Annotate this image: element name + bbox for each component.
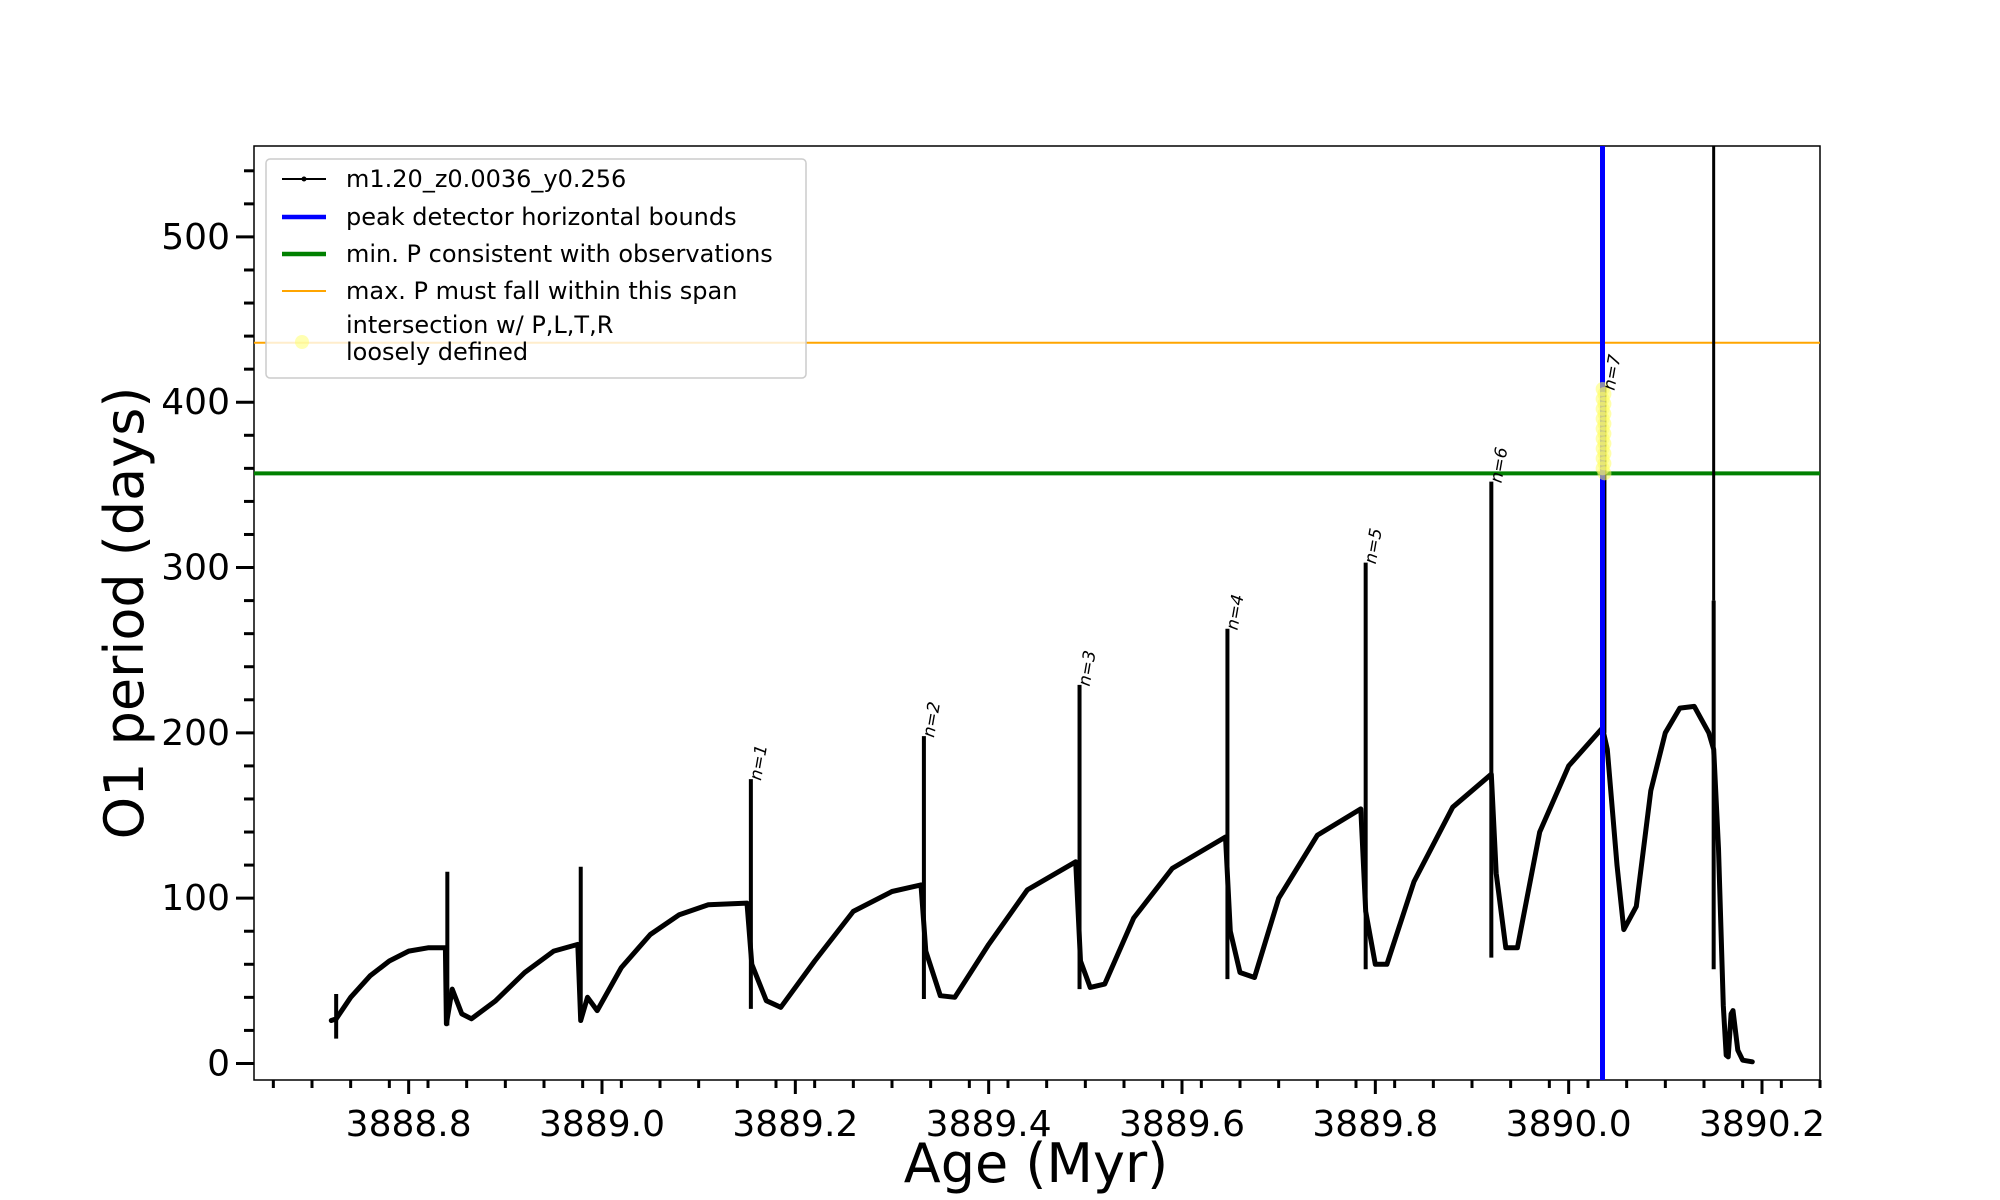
legend-box bbox=[265, 158, 807, 379]
y-tick-label: 200 bbox=[161, 713, 230, 754]
period-curve bbox=[328, 703, 1755, 1065]
x-tick-label: 3889.8 bbox=[1312, 1104, 1438, 1145]
y-tick-label: 400 bbox=[161, 382, 230, 423]
y-tick-label: 300 bbox=[161, 548, 230, 589]
x-tick-label: 3888.8 bbox=[346, 1104, 472, 1145]
x-tick-label: 3890.0 bbox=[1506, 1104, 1632, 1145]
legend-label: intersection w/ P,L,T,R loosely defined bbox=[346, 311, 613, 366]
legend-label: min. P consistent with observations bbox=[346, 240, 773, 268]
x-tick-label: 3889.6 bbox=[1119, 1104, 1245, 1145]
y-axis-label: O1 period (days) bbox=[93, 387, 156, 840]
x-axis-ticks: 3888.8 3889.0 3889.2 3889.4 3889.6 3889.8 3890… bbox=[271, 1080, 1825, 1145]
plot-content bbox=[254, 146, 1820, 1080]
x-axis-label: Age (Myr) bbox=[904, 1132, 1169, 1195]
legend-swatch-marker bbox=[295, 335, 309, 349]
legend-label: m1.20_z0.0036_y0.256 bbox=[346, 165, 626, 193]
legend-label: max. P must fall within this span bbox=[346, 277, 737, 305]
y-tick-label: 500 bbox=[161, 217, 230, 258]
y-tick-label: 0 bbox=[207, 1043, 230, 1084]
legend-label: peak detector horizontal bounds bbox=[346, 203, 737, 231]
x-tick-label: 3889.0 bbox=[539, 1104, 665, 1145]
x-tick-label: 3890.2 bbox=[1699, 1104, 1825, 1145]
legend-label-line: intersection w/ P,L,T,R bbox=[346, 311, 613, 339]
y-axis-ticks: 0 100 200 300 400 500 bbox=[161, 169, 254, 1084]
x-tick-label: 3889.2 bbox=[732, 1104, 858, 1145]
legend-label-line: loosely defined bbox=[346, 338, 528, 366]
intersection-marker bbox=[1595, 382, 1610, 397]
legend-swatch-marker bbox=[301, 176, 307, 182]
x-tick-label: 3889.4 bbox=[926, 1104, 1052, 1145]
y-tick-label: 100 bbox=[161, 878, 230, 919]
